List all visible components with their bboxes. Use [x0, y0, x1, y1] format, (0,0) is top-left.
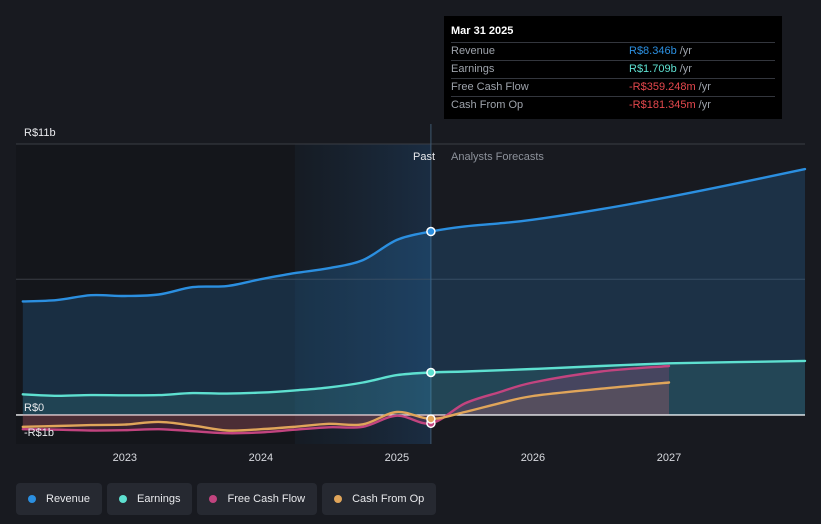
cash-from-op-line [21, 381, 671, 432]
tooltip-label: Earnings [451, 63, 495, 75]
x-tick-label: 2026 [521, 452, 545, 464]
cash-from-op-marker [426, 414, 436, 424]
legend-label: Earnings [137, 493, 181, 505]
legend-item-free-cash-flow[interactable]: Free Cash Flow [197, 483, 318, 515]
cash-from-op-area [22, 382, 670, 431]
x-tick-label: 2023 [113, 452, 137, 464]
tooltip-unit: /yr [698, 99, 711, 111]
tooltip-label: Free Cash Flow [451, 81, 529, 93]
free-cash-flow-area [22, 366, 670, 434]
earnings-dot-icon [119, 495, 128, 503]
tooltip: Mar 31 2025 Revenue R$8.346b /yr Earning… [444, 16, 782, 119]
tooltip-date: Mar 31 2025 [451, 25, 514, 37]
x-tick-label: 2027 [657, 452, 681, 464]
tooltip-row-cash-from-op: Cash From Op -R$181.345m /yr [451, 96, 775, 114]
legend-item-revenue[interactable]: Revenue [16, 483, 103, 515]
tooltip-row-revenue: Revenue R$8.346b /yr [451, 42, 775, 60]
x-tick-label: 2025 [385, 452, 409, 464]
revenue-dot-icon [28, 495, 36, 503]
tooltip-label: Revenue [451, 45, 496, 57]
tooltip-unit: /yr [698, 81, 711, 93]
free-cash-flow-dot-icon [209, 495, 218, 503]
y-label-top: R$11b [24, 127, 56, 139]
earnings-area [22, 360, 806, 415]
revenue-line [21, 167, 807, 303]
free-cash-flow-line [21, 364, 671, 435]
revenue-marker [426, 226, 436, 237]
tooltip-unit: /yr [679, 63, 692, 75]
y-label-neg: -R$1b [24, 427, 54, 439]
financial-chart: R$11b R$0 -R$1b Past Analysts Forecasts … [16, 124, 807, 464]
legend-item-earnings[interactable]: Earnings [107, 483, 193, 515]
forecast-label: Analysts Forecasts [451, 151, 544, 163]
earnings-line [21, 359, 807, 398]
tooltip-unit: /yr [679, 45, 692, 57]
tooltip-value: -R$181.345m [629, 99, 696, 111]
tooltip-value: -R$359.248m [629, 81, 696, 93]
legend-label: Free Cash Flow [227, 493, 306, 505]
legend-item-cash-from-op[interactable]: Cash From Op [322, 483, 437, 515]
y-label-zero: R$0 [24, 402, 44, 414]
x-tick-label: 2024 [249, 452, 273, 464]
tooltip-value: R$8.346b [629, 45, 677, 57]
tooltip-row-earnings: Earnings R$1.709b /yr [451, 60, 775, 78]
tooltip-label: Cash From Op [451, 99, 524, 111]
cash-from-op-dot-icon [334, 495, 343, 503]
legend-label: Revenue [46, 493, 91, 505]
earnings-marker [426, 367, 436, 378]
highlight-region [294, 144, 431, 444]
legend-label: Cash From Op [352, 493, 425, 505]
tooltip-row-free-cash-flow: Free Cash Flow -R$359.248m /yr [451, 78, 775, 96]
revenue-area [22, 169, 806, 415]
legend: Revenue Earnings Free Cash Flow Cash Fro… [16, 483, 437, 515]
past-label: Past [413, 151, 435, 163]
tooltip-value: R$1.709b [629, 63, 677, 75]
